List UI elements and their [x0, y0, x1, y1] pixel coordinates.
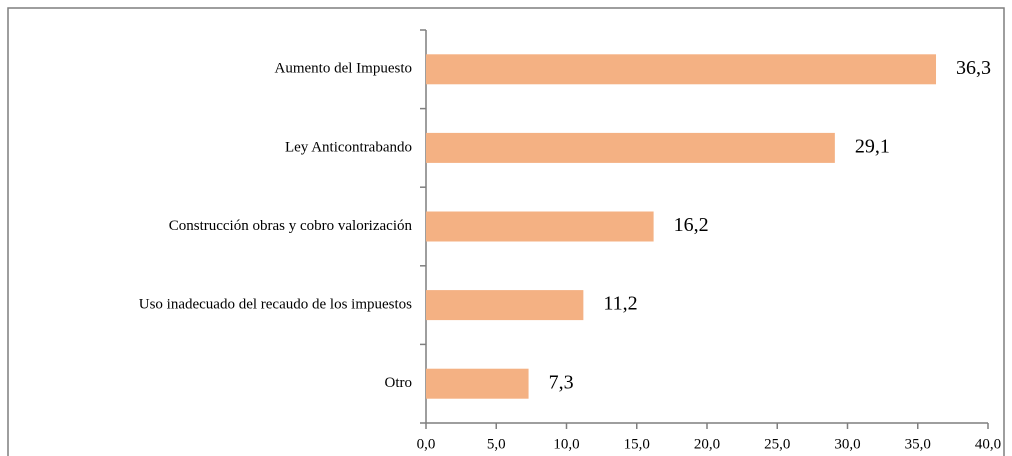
value-label: 11,2 — [603, 293, 637, 315]
x-tick-label: 0,0 — [417, 436, 436, 452]
x-tick-label: 10,0 — [553, 436, 579, 452]
y-tick-label: Uso inadecuado del recaudo de los impues… — [139, 297, 412, 313]
x-tick-label: 35,0 — [905, 436, 931, 452]
bar — [426, 368, 529, 399]
x-tick-label: 5,0 — [487, 436, 506, 452]
x-tick-label: 25,0 — [764, 436, 790, 452]
y-tick-label: Otro — [385, 375, 413, 391]
value-label: 29,1 — [855, 135, 890, 157]
y-tick-label: Construcción obras y cobro valorización — [169, 218, 413, 234]
value-label: 16,2 — [674, 214, 709, 236]
y-tick-label: Ley Anticontrabando — [285, 139, 412, 155]
bar — [426, 132, 835, 163]
bar — [426, 211, 654, 242]
x-tick-label: 15,0 — [624, 436, 650, 452]
value-label: 7,3 — [549, 371, 574, 393]
y-tick-label: Aumento del Impuesto — [275, 61, 412, 77]
value-label: 36,3 — [956, 57, 991, 79]
bar — [426, 54, 937, 85]
x-tick-label: 40,0 — [975, 436, 1001, 452]
x-tick-label: 20,0 — [694, 436, 720, 452]
bar — [426, 290, 584, 321]
x-tick-label: 30,0 — [834, 436, 860, 452]
chart-border — [7, 7, 1005, 456]
